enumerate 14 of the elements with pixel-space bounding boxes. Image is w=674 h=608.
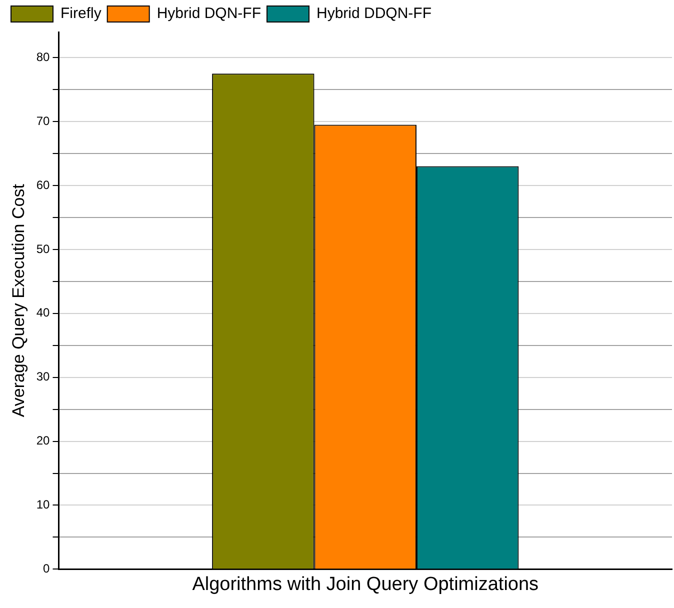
y-tick-label: 60: [36, 178, 50, 192]
y-axis-title: Average Query Execution Cost: [8, 184, 28, 418]
x-axis-title: Algorithms with Join Query Optimizations: [192, 574, 539, 595]
y-tick-label: 80: [36, 50, 50, 64]
legend-label: Firefly: [60, 5, 102, 22]
y-tick-label: 50: [36, 242, 50, 256]
legend-label: Hybrid DQN-FF: [156, 5, 262, 22]
y-tick-label: 70: [36, 114, 50, 128]
y-tick-label: 40: [36, 306, 50, 320]
y-tick-label: 10: [36, 498, 50, 512]
y-tick-label: 20: [36, 434, 50, 448]
y-tick-label: 0: [43, 562, 50, 576]
legend-label: Hybrid DDQN-FF: [316, 5, 432, 22]
y-tick-label: 30: [36, 370, 50, 384]
